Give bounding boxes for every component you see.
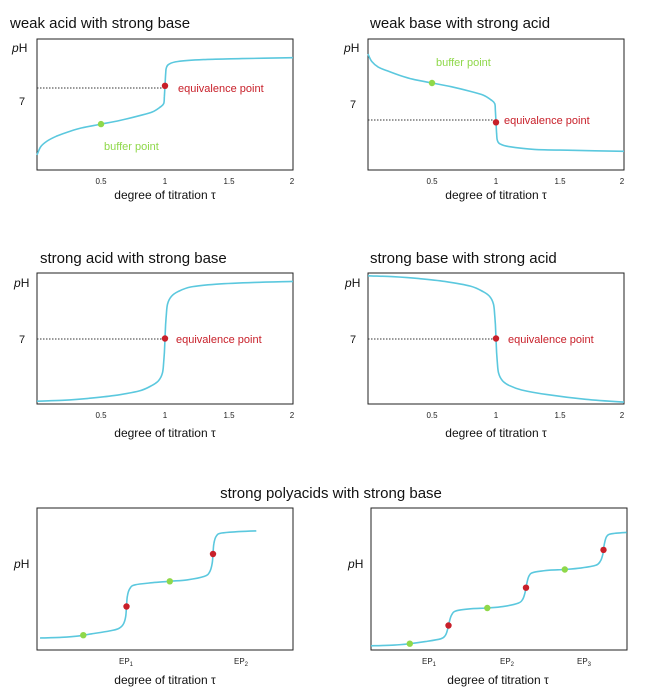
equivalence-point-label: equivalence point bbox=[176, 334, 262, 346]
titration-curve bbox=[36, 56, 294, 156]
equivalence-point-label: equivalence point bbox=[508, 334, 594, 346]
x-axis-label: degree of titration τ bbox=[114, 188, 216, 202]
plot-frame bbox=[367, 272, 625, 405]
x-axis-label: degree of titration τ bbox=[114, 673, 216, 687]
x-tick-label-ep2: EP2 bbox=[234, 657, 249, 668]
equivalence-point-marker bbox=[209, 550, 217, 558]
x-tick-label: 1 bbox=[163, 177, 168, 186]
plot-frame bbox=[36, 38, 294, 171]
y-axis-label: pH bbox=[11, 41, 27, 55]
x-tick-label: 2 bbox=[620, 177, 625, 186]
titration-curve bbox=[367, 53, 625, 153]
chart-polyacid-triprotic: pH EP1 EP2 EP3 degree of titration τ bbox=[347, 507, 628, 687]
equivalence-point-marker bbox=[522, 584, 530, 591]
equivalence-point-marker bbox=[161, 82, 169, 90]
x-tick-label: 0.5 bbox=[426, 411, 438, 420]
chart-strong-base-strong-acid: strong base with strong acid 7 pH 0.5 1 … bbox=[344, 250, 625, 440]
chart-title: weak base with strong acid bbox=[369, 15, 550, 32]
y-axis-label: pH bbox=[347, 557, 363, 571]
x-tick-label: 1 bbox=[163, 411, 168, 420]
chart-weak-acid-strong-base: weak acid with strong base 7 pH 0.5 1 1.… bbox=[9, 15, 295, 202]
x-tick-label: 1.5 bbox=[223, 177, 235, 186]
x-tick-label: 2 bbox=[290, 411, 295, 420]
equivalence-point-label: equivalence point bbox=[504, 115, 590, 127]
equivalence-point-marker bbox=[492, 335, 500, 342]
equivalence-point-marker bbox=[600, 546, 607, 554]
buffer-point-marker bbox=[428, 79, 436, 87]
x-tick-label-ep3: EP3 bbox=[577, 657, 592, 668]
equivalence-point-marker bbox=[123, 603, 130, 610]
buffer-point-marker bbox=[80, 632, 87, 639]
x-tick-label: 0.5 bbox=[95, 411, 107, 420]
x-axis-label: degree of titration τ bbox=[445, 188, 547, 202]
buffer-point-label: buffer point bbox=[104, 141, 159, 153]
x-tick-label: 1.5 bbox=[223, 411, 235, 420]
group-title: strong polyacids with strong base bbox=[220, 485, 442, 502]
equivalence-point-label: equivalence point bbox=[178, 83, 264, 95]
y-axis-label: pH bbox=[343, 41, 359, 55]
equivalence-point-marker bbox=[492, 119, 500, 126]
buffer-point-marker bbox=[484, 604, 491, 612]
y-axis-label: pH bbox=[13, 557, 29, 571]
x-tick-label: 1.5 bbox=[554, 177, 566, 186]
equivalence-point-marker bbox=[445, 622, 452, 629]
chart-title: weak acid with strong base bbox=[9, 15, 190, 32]
y-axis-label: pH bbox=[13, 276, 29, 290]
x-tick-label-ep1: EP1 bbox=[422, 657, 437, 668]
x-tick-label: 1.5 bbox=[554, 411, 566, 420]
x-tick-label-ep2: EP2 bbox=[500, 657, 515, 668]
plot-frame bbox=[370, 507, 628, 651]
x-tick-label: 0.5 bbox=[426, 177, 438, 186]
x-tick-label: 1 bbox=[494, 177, 499, 186]
buffer-point-marker bbox=[166, 578, 173, 585]
x-axis-label: degree of titration τ bbox=[114, 426, 216, 440]
chart-weak-base-strong-acid: weak base with strong acid 7 pH 0.5 1 1.… bbox=[343, 15, 625, 202]
chart-polyacid-diprotic: pH EP1 EP2 degree of titration τ bbox=[13, 507, 294, 687]
titration-curve bbox=[370, 531, 627, 647]
buffer-point-marker bbox=[97, 120, 105, 128]
buffer-point-marker bbox=[406, 640, 413, 647]
titration-curve bbox=[367, 275, 625, 403]
chart-strong-acid-strong-base: strong acid with strong base 7 pH 0.5 1 … bbox=[13, 250, 295, 440]
plot-frame bbox=[367, 38, 625, 171]
y-axis-label: pH bbox=[344, 276, 360, 290]
buffer-point-label: buffer point bbox=[436, 57, 491, 69]
x-tick-label: 1 bbox=[494, 411, 499, 420]
y-tick-label-7: 7 bbox=[19, 96, 25, 108]
x-axis-label: degree of titration τ bbox=[445, 426, 547, 440]
titration-curve bbox=[36, 280, 294, 402]
x-tick-label-ep1: EP1 bbox=[119, 657, 134, 668]
y-tick-label-7: 7 bbox=[350, 334, 356, 346]
x-axis-label: degree of titration τ bbox=[447, 673, 549, 687]
plot-frame bbox=[36, 272, 294, 405]
x-tick-label: 0.5 bbox=[95, 177, 107, 186]
chart-title: strong base with strong acid bbox=[370, 250, 557, 267]
titration-curve bbox=[39, 530, 257, 639]
y-tick-label-7: 7 bbox=[350, 99, 356, 111]
x-tick-label: 2 bbox=[620, 411, 625, 420]
y-tick-label-7: 7 bbox=[19, 334, 25, 346]
buffer-point-marker bbox=[561, 566, 568, 573]
x-tick-label: 2 bbox=[290, 177, 295, 186]
chart-title: strong acid with strong base bbox=[40, 250, 227, 267]
plot-frame bbox=[36, 507, 294, 651]
equivalence-point-marker bbox=[161, 335, 169, 342]
